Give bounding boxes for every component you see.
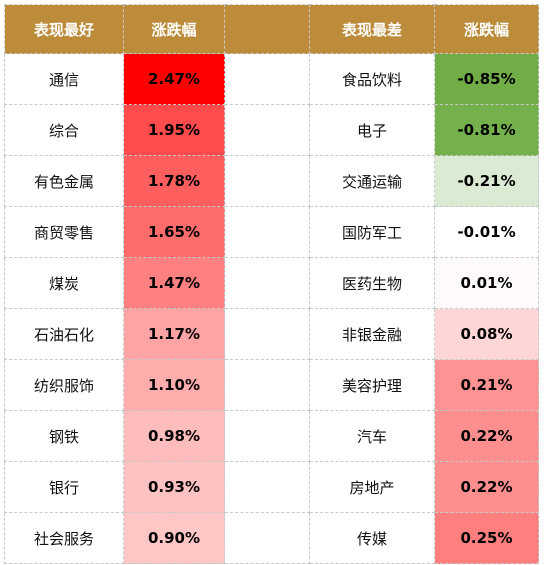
- spacer-cell: [224, 155, 310, 207]
- worst-sector-name: 国防军工: [309, 206, 435, 258]
- table-row: 钢铁 0.98% 汽车 0.22%: [4, 410, 539, 462]
- worst-sector-change: 0.21%: [434, 359, 539, 411]
- table-row: 石油石化 1.17% 非银金融 0.08%: [4, 308, 539, 360]
- best-sector-change: 1.95%: [123, 104, 225, 156]
- best-sector-change: 1.10%: [123, 359, 225, 411]
- spacer-cell: [224, 206, 310, 258]
- header-best-performers: 表现最好: [4, 4, 124, 54]
- worst-sector-name: 交通运输: [309, 155, 435, 207]
- worst-sector-change: 0.01%: [434, 257, 539, 309]
- table-row: 有色金属 1.78% 交通运输 -0.21%: [4, 155, 539, 207]
- worst-sector-name: 房地产: [309, 461, 435, 513]
- table-row: 商贸零售 1.65% 国防军工 -0.01%: [4, 206, 539, 258]
- header-spacer: [224, 4, 310, 54]
- best-sector-name: 社会服务: [4, 512, 124, 564]
- table-row: 煤炭 1.47% 医药生物 0.01%: [4, 257, 539, 309]
- best-sector-name: 煤炭: [4, 257, 124, 309]
- worst-sector-change: -0.81%: [434, 104, 539, 156]
- table-row: 银行 0.93% 房地产 0.22%: [4, 461, 539, 513]
- best-sector-name: 石油石化: [4, 308, 124, 360]
- table-row: 社会服务 0.90% 传媒 0.25%: [4, 512, 539, 564]
- best-sector-change: 2.47%: [123, 53, 225, 105]
- header-row: 表现最好 涨跌幅 表现最差 涨跌幅: [4, 4, 539, 54]
- best-sector-name: 银行: [4, 461, 124, 513]
- worst-sector-change: 0.08%: [434, 308, 539, 360]
- best-sector-change: 1.17%: [123, 308, 225, 360]
- worst-sector-name: 医药生物: [309, 257, 435, 309]
- worst-sector-change: 0.22%: [434, 461, 539, 513]
- spacer-cell: [224, 53, 310, 105]
- worst-sector-change: -0.85%: [434, 53, 539, 105]
- best-sector-name: 综合: [4, 104, 124, 156]
- sector-performance-table: 表现最好 涨跌幅 表现最差 涨跌幅 通信 2.47% 食品饮料 -0.85% 综合 1.9…: [4, 4, 539, 564]
- worst-sector-change: -0.01%: [434, 206, 539, 258]
- spacer-cell: [224, 359, 310, 411]
- worst-sector-change: 0.25%: [434, 512, 539, 564]
- table-row: 通信 2.47% 食品饮料 -0.85%: [4, 53, 539, 105]
- worst-sector-change: 0.22%: [434, 410, 539, 462]
- spacer-cell: [224, 512, 310, 564]
- best-sector-name: 钢铁: [4, 410, 124, 462]
- header-worst-performers: 表现最差: [309, 4, 435, 54]
- worst-sector-name: 传媒: [309, 512, 435, 564]
- spacer-cell: [224, 461, 310, 513]
- spacer-cell: [224, 410, 310, 462]
- best-sector-name: 有色金属: [4, 155, 124, 207]
- table-row: 纺织服饰 1.10% 美容护理 0.21%: [4, 359, 539, 411]
- worst-sector-name: 非银金融: [309, 308, 435, 360]
- best-sector-change: 1.65%: [123, 206, 225, 258]
- best-sector-change: 1.78%: [123, 155, 225, 207]
- sector-performance-table-wrapper: 表现最好 涨跌幅 表现最差 涨跌幅 通信 2.47% 食品饮料 -0.85% 综合 1.9…: [4, 4, 539, 564]
- best-sector-change: 0.98%: [123, 410, 225, 462]
- spacer-cell: [224, 308, 310, 360]
- best-sector-change: 1.47%: [123, 257, 225, 309]
- best-sector-change: 0.90%: [123, 512, 225, 564]
- worst-sector-name: 汽车: [309, 410, 435, 462]
- best-sector-name: 商贸零售: [4, 206, 124, 258]
- table-body: 通信 2.47% 食品饮料 -0.85% 综合 1.95% 电子 -0.81% 有色金属 1.78…: [4, 53, 539, 564]
- best-sector-change: 0.93%: [123, 461, 225, 513]
- best-sector-name: 通信: [4, 53, 124, 105]
- worst-sector-change: -0.21%: [434, 155, 539, 207]
- worst-sector-name: 食品饮料: [309, 53, 435, 105]
- table-row: 综合 1.95% 电子 -0.81%: [4, 104, 539, 156]
- spacer-cell: [224, 257, 310, 309]
- header-change-right: 涨跌幅: [434, 4, 539, 54]
- worst-sector-name: 美容护理: [309, 359, 435, 411]
- worst-sector-name: 电子: [309, 104, 435, 156]
- header-change-left: 涨跌幅: [123, 4, 225, 54]
- best-sector-name: 纺织服饰: [4, 359, 124, 411]
- spacer-cell: [224, 104, 310, 156]
